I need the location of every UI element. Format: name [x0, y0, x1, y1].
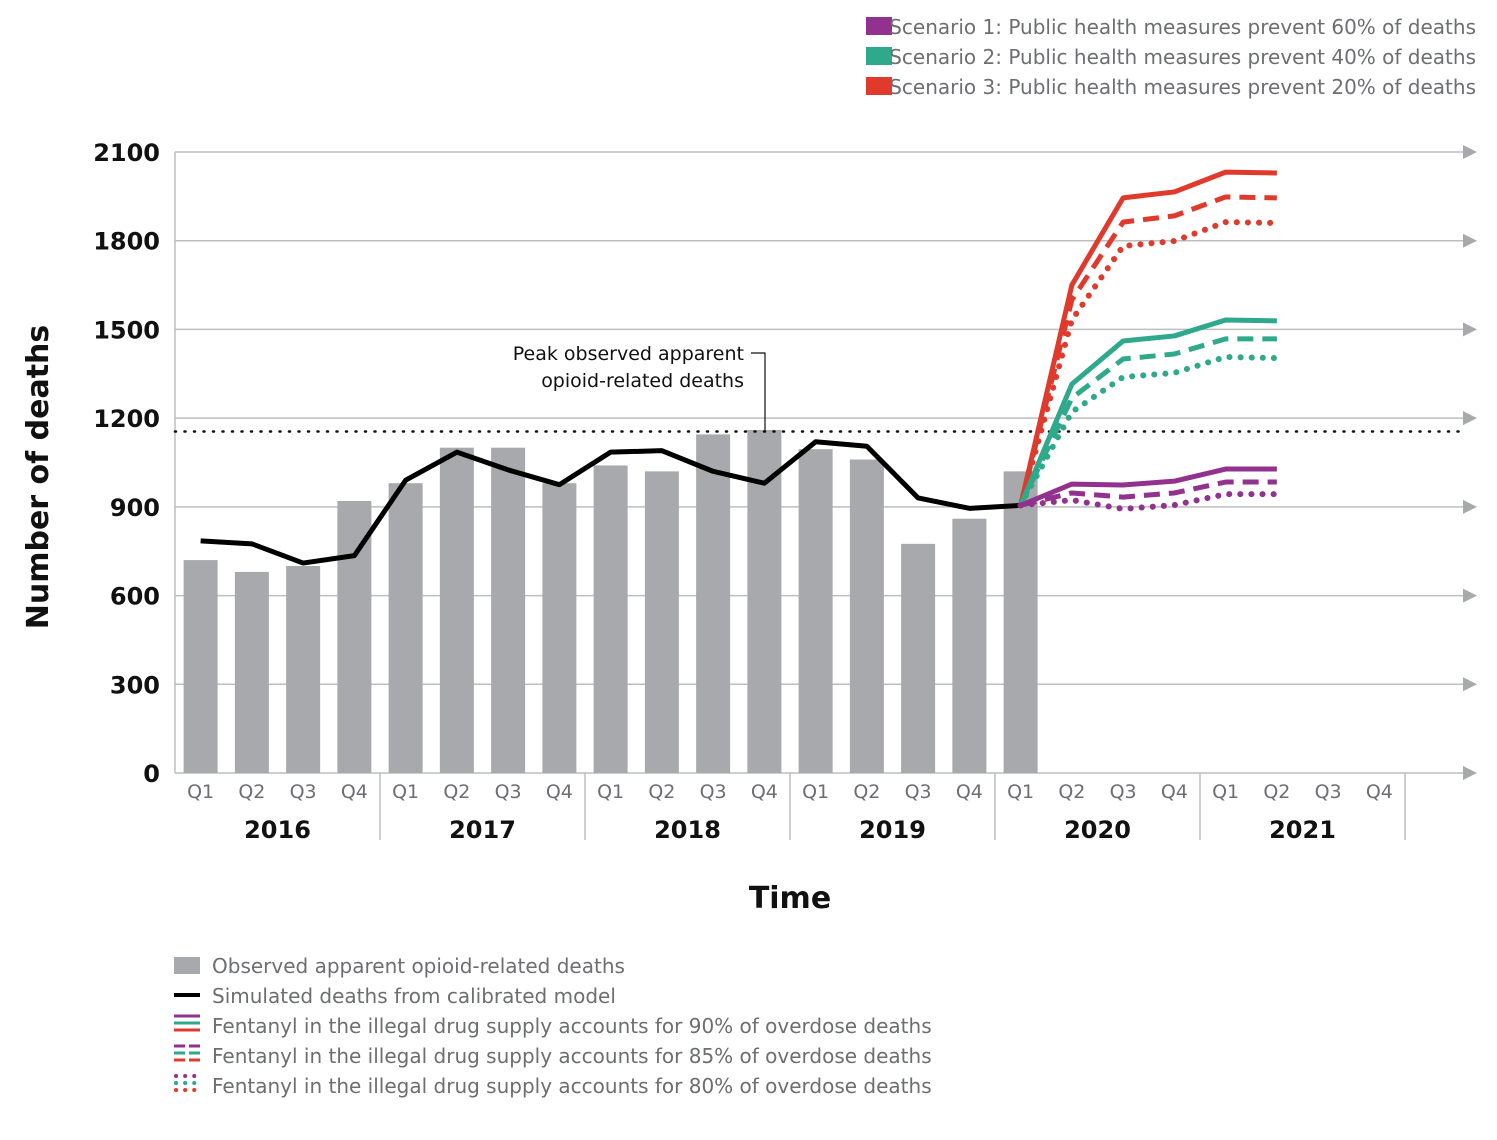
- y-tick-label: 2100: [93, 139, 160, 167]
- axis-arrow-icon: [1463, 499, 1477, 514]
- simulated-line: [200, 439, 1021, 566]
- scenario-line-dotted: [1017, 353, 1280, 509]
- axis-arrow-icon: [1463, 677, 1477, 692]
- x-tick-quarter: Q3: [1315, 781, 1342, 803]
- x-tick-quarter: Q2: [648, 781, 675, 803]
- bar: [388, 483, 423, 773]
- bar: [798, 449, 833, 773]
- peak-annotation-line1: Peak observed apparent: [513, 343, 744, 365]
- bar: [542, 483, 577, 773]
- x-tick-quarter: Q4: [341, 781, 368, 803]
- bar: [901, 543, 936, 773]
- y-tick-label: 300: [110, 671, 160, 699]
- legend-label-style: Fentanyl in the illegal drug supply acco…: [212, 1014, 932, 1038]
- y-tick-label: 900: [110, 494, 160, 522]
- x-tick-quarter: Q2: [1058, 781, 1085, 803]
- bar: [644, 471, 679, 773]
- axis-arrow-icon: [1463, 411, 1477, 426]
- bar: [593, 465, 628, 773]
- y-tick-label: 1200: [93, 405, 160, 433]
- y-tick-label: 1800: [93, 228, 160, 256]
- scenario-line-solid: [1019, 466, 1277, 508]
- legend-label-scenario: Scenario 2: Public health measures preve…: [889, 45, 1476, 69]
- x-tick-quarter: Q1: [1212, 781, 1239, 803]
- legend-label-simulated: Simulated deaths from calibrated model: [212, 984, 616, 1008]
- x-tick-year: 2016: [244, 816, 311, 844]
- x-tick-year: 2017: [449, 816, 516, 844]
- x-tick-quarter: Q2: [238, 781, 265, 803]
- scenario-line-solid: [1018, 169, 1277, 506]
- bar: [491, 447, 526, 773]
- bar: [337, 500, 372, 773]
- scenario-line-dashed: [1020, 479, 1277, 508]
- bar: [747, 429, 782, 773]
- x-tick-quarter: Q2: [443, 781, 470, 803]
- legend-swatch: [866, 77, 892, 95]
- legend-label-style: Fentanyl in the illegal drug supply acco…: [212, 1074, 932, 1098]
- x-tick-year: 2020: [1064, 816, 1131, 844]
- y-axis-title: Number of deaths: [21, 325, 56, 630]
- x-tick-quarter: Q1: [392, 781, 419, 803]
- axis-arrow-icon: [1463, 145, 1477, 159]
- scenario-line-dashed: [1018, 194, 1277, 506]
- legend-label-scenario: Scenario 3: Public health measures preve…: [889, 75, 1476, 99]
- bar: [849, 459, 884, 773]
- bar: [439, 447, 474, 773]
- x-tick-quarter: Q4: [1161, 781, 1188, 803]
- scenario-line-dotted: [1017, 219, 1280, 509]
- scenario-line-dashed: [1018, 336, 1277, 507]
- x-tick-quarter: Q3: [905, 781, 932, 803]
- axis-arrow-icon: [1463, 322, 1477, 337]
- x-tick-quarter: Q1: [597, 781, 624, 803]
- x-tick-quarter: Q3: [290, 781, 317, 803]
- y-tick-label: 0: [143, 760, 160, 788]
- x-tick-year: 2021: [1269, 816, 1336, 844]
- bar: [1003, 471, 1038, 773]
- scenario-line-dotted: [1017, 491, 1280, 512]
- x-tick-quarter: Q4: [1366, 781, 1393, 803]
- x-tick-quarter: Q3: [495, 781, 522, 803]
- x-tick-year: 2019: [859, 816, 926, 844]
- legend-label-scenario: Scenario 1: Public health measures preve…: [889, 15, 1476, 39]
- x-tick-quarter: Q3: [1110, 781, 1137, 803]
- x-tick-quarter: Q4: [751, 781, 778, 803]
- x-tick-quarter: Q2: [853, 781, 880, 803]
- x-tick-quarter: Q4: [546, 781, 573, 803]
- axis-arrow-icon: [1463, 588, 1477, 603]
- x-tick-quarter: Q2: [1263, 781, 1290, 803]
- axis-arrow-icon: [1463, 766, 1477, 780]
- y-tick-label: 600: [110, 583, 160, 611]
- bar: [696, 434, 731, 773]
- x-tick-quarter: Q1: [802, 781, 829, 803]
- bar: [286, 566, 321, 773]
- x-tick-year: 2018: [654, 816, 721, 844]
- scenario-line-solid: [1018, 317, 1277, 507]
- legend-label-observed: Observed apparent opioid-related deaths: [212, 954, 625, 978]
- x-tick-quarter: Q1: [1007, 781, 1034, 803]
- x-axis-title: Time: [749, 881, 831, 916]
- bar: [952, 518, 987, 773]
- legend-swatch: [866, 47, 892, 65]
- x-tick-quarter: Q3: [700, 781, 727, 803]
- legend-label-style: Fentanyl in the illegal drug supply acco…: [212, 1044, 932, 1068]
- peak-annotation-leader: [751, 352, 766, 432]
- legend-swatch-observed: [174, 957, 200, 974]
- bar: [234, 571, 269, 773]
- legend-swatch: [866, 17, 892, 35]
- y-tick-label: 1500: [93, 316, 160, 344]
- bar: [183, 560, 218, 773]
- x-tick-quarter: Q1: [187, 781, 214, 803]
- x-tick-quarter: Q4: [956, 781, 983, 803]
- axis-arrow-icon: [1463, 233, 1477, 248]
- peak-annotation-line2: opioid-related deaths: [541, 370, 744, 392]
